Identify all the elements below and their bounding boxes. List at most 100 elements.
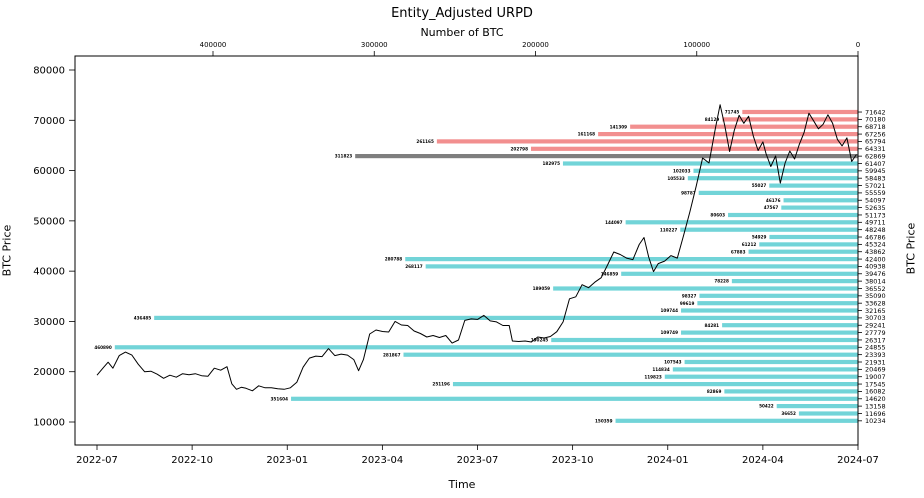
- urpd-bar: [530, 146, 858, 151]
- bar-labels: 71745 84129 141309 161168 261165 202798 311823…: [94, 110, 796, 424]
- urpd-bar: [681, 308, 859, 313]
- right-tick-label: 62869: [865, 152, 886, 160]
- right-tick-label: 70180: [865, 116, 886, 124]
- right-tick-label: 57021: [865, 182, 886, 190]
- urpd-bar: [425, 264, 858, 269]
- urpd-bar: [664, 374, 858, 379]
- right-tick-label: 11696: [865, 410, 886, 418]
- bar-btc-label: 98787: [681, 191, 696, 196]
- urpd-bar: [436, 139, 858, 144]
- top-tick-label: 400000: [200, 41, 227, 49]
- right-tick-label: 39476: [865, 270, 886, 278]
- bar-btc-label: 84281: [705, 323, 720, 328]
- right-tick-label: 58483: [865, 175, 886, 183]
- urpd-bar: [722, 117, 859, 122]
- urpd-bar: [698, 190, 859, 195]
- right-tick-label: 46786: [865, 233, 886, 241]
- bar-btc-label: 261165: [416, 139, 434, 144]
- urpd-bar: [687, 176, 859, 181]
- right-tick-label: 27779: [865, 329, 886, 337]
- right-tick-label: 23393: [865, 351, 886, 359]
- bar-btc-label: 161168: [578, 132, 596, 137]
- right-tick-label: 48248: [865, 226, 886, 234]
- top-tick-label: 300000: [361, 41, 388, 49]
- right-tick-label: 32165: [865, 307, 886, 315]
- bar-btc-label: 55027: [752, 183, 767, 188]
- urpd-bar: [724, 389, 858, 394]
- urpd-bars: [114, 109, 859, 423]
- bar-btc-label: 98327: [682, 293, 697, 298]
- urpd-bar: [551, 337, 859, 343]
- left-tick-label: 80000: [33, 66, 65, 77]
- left-tick-label: 70000: [33, 116, 65, 127]
- urpd-bar: [355, 154, 858, 159]
- right-tick-label: 29241: [865, 322, 886, 330]
- urpd-bar: [783, 198, 859, 203]
- chart-title: Entity_Adjusted URPD: [391, 6, 533, 21]
- bar-btc-label: 114834: [652, 367, 670, 372]
- urpd-bar: [742, 109, 859, 115]
- right-tick-label: 49711: [865, 219, 886, 227]
- right-tick-label: 64331: [865, 145, 886, 153]
- urpd-bar: [154, 315, 858, 320]
- bar-btc-label: 251196: [432, 382, 450, 387]
- right-tick-label: 13158: [865, 402, 886, 410]
- bar-btc-label: 47567: [764, 205, 779, 210]
- urpd-bar: [403, 352, 858, 357]
- right-tick-label: 42400: [865, 255, 886, 263]
- top-axis: 400000 300000 200000 100000 0: [200, 41, 860, 56]
- bottom-tick-label: 2022-10: [171, 455, 213, 466]
- right-tick-label: 35090: [865, 292, 886, 300]
- left-tick-label: 10000: [33, 418, 65, 429]
- bar-btc-label: 202798: [511, 146, 529, 151]
- urpd-bar: [291, 396, 859, 401]
- bottom-tick-label: 2022-07: [76, 455, 118, 466]
- right-tick-label: 67256: [865, 130, 886, 138]
- bar-btc-label: 144097: [605, 220, 623, 225]
- left-axis: 80000 70000 60000 50000 40000 30000 20000 10000: [33, 66, 75, 429]
- bar-btc-label: 84129: [705, 117, 720, 122]
- urpd-bar: [722, 323, 858, 328]
- bar-btc-label: 311823: [335, 154, 353, 159]
- bottom-tick-label: 2023-07: [457, 455, 499, 466]
- bar-btc-label: 99619: [680, 301, 695, 306]
- bar-btc-label: 82869: [707, 389, 722, 394]
- time-axis-label: Time: [448, 478, 476, 491]
- right-tick-label: 38014: [865, 277, 886, 285]
- urpd-bar: [562, 161, 858, 166]
- top-tick-label: 200000: [522, 41, 549, 49]
- urpd-bar: [697, 301, 858, 306]
- bar-btc-label: 36652: [781, 411, 796, 416]
- urpd-bar: [798, 411, 858, 416]
- urpd-bar: [553, 286, 859, 291]
- right-tick-label: 17545: [865, 380, 886, 388]
- bar-btc-label: 54929: [752, 235, 767, 240]
- right-tick-label: 16082: [865, 388, 886, 396]
- bar-btc-label: 280788: [385, 257, 403, 262]
- right-tick-label: 43862: [865, 248, 886, 256]
- bar-btc-label: 78228: [714, 279, 729, 284]
- urpd-bar: [452, 382, 859, 387]
- bar-btc-label: 141309: [610, 124, 628, 129]
- bar-btc-label: 80603: [710, 213, 725, 218]
- urpd-bar: [630, 124, 859, 129]
- bar-btc-label: 71745: [725, 110, 740, 115]
- right-tick-label: 20469: [865, 366, 886, 374]
- urpd-bar: [781, 205, 858, 210]
- bar-btc-label: 351604: [271, 396, 289, 401]
- urpd-bar: [728, 212, 859, 218]
- bar-btc-label: 110227: [660, 227, 678, 232]
- urpd-bar: [684, 359, 858, 365]
- urpd-bar: [598, 132, 859, 137]
- urpd-bar: [672, 367, 859, 372]
- right-tick-label: 33628: [865, 300, 886, 308]
- left-tick-label: 50000: [33, 216, 65, 227]
- bar-btc-label: 460890: [94, 345, 112, 350]
- bar-btc-label: 50422: [759, 404, 774, 409]
- bar-btc-label: 61212: [742, 242, 757, 247]
- bar-btc-label: 67883: [731, 249, 746, 254]
- bottom-tick-label: 2024-07: [837, 455, 879, 466]
- right-axis: 7164270180687186725665794643316286961407…: [858, 108, 886, 425]
